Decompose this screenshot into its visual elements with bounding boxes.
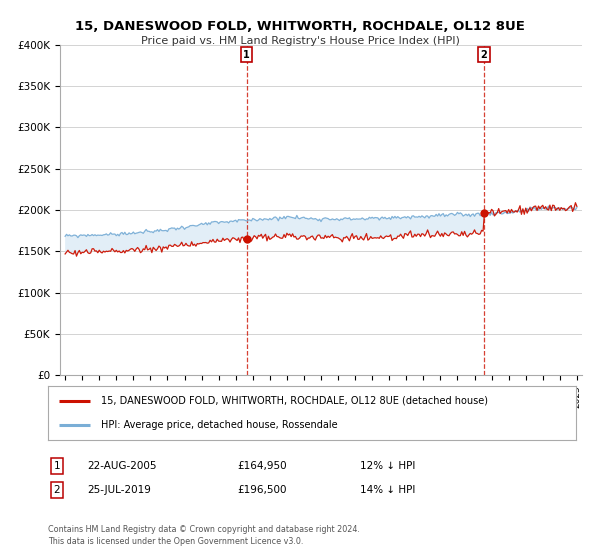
Text: 22-AUG-2005: 22-AUG-2005: [87, 461, 157, 471]
Text: 12% ↓ HPI: 12% ↓ HPI: [360, 461, 415, 471]
Text: HPI: Average price, detached house, Rossendale: HPI: Average price, detached house, Ross…: [101, 420, 337, 430]
Text: 14% ↓ HPI: 14% ↓ HPI: [360, 485, 415, 495]
Text: Contains HM Land Registry data © Crown copyright and database right 2024.
This d: Contains HM Land Registry data © Crown c…: [48, 525, 360, 546]
Text: 15, DANESWOOD FOLD, WHITWORTH, ROCHDALE, OL12 8UE: 15, DANESWOOD FOLD, WHITWORTH, ROCHDALE,…: [75, 20, 525, 32]
Text: 15, DANESWOOD FOLD, WHITWORTH, ROCHDALE, OL12 8UE (detached house): 15, DANESWOOD FOLD, WHITWORTH, ROCHDALE,…: [101, 396, 488, 406]
Text: 2: 2: [53, 485, 61, 495]
Text: 2: 2: [481, 50, 487, 60]
Text: £196,500: £196,500: [237, 485, 287, 495]
Text: 1: 1: [243, 50, 250, 60]
Text: £164,950: £164,950: [237, 461, 287, 471]
Text: Price paid vs. HM Land Registry's House Price Index (HPI): Price paid vs. HM Land Registry's House …: [140, 36, 460, 46]
Text: 1: 1: [53, 461, 61, 471]
Text: 25-JUL-2019: 25-JUL-2019: [87, 485, 151, 495]
